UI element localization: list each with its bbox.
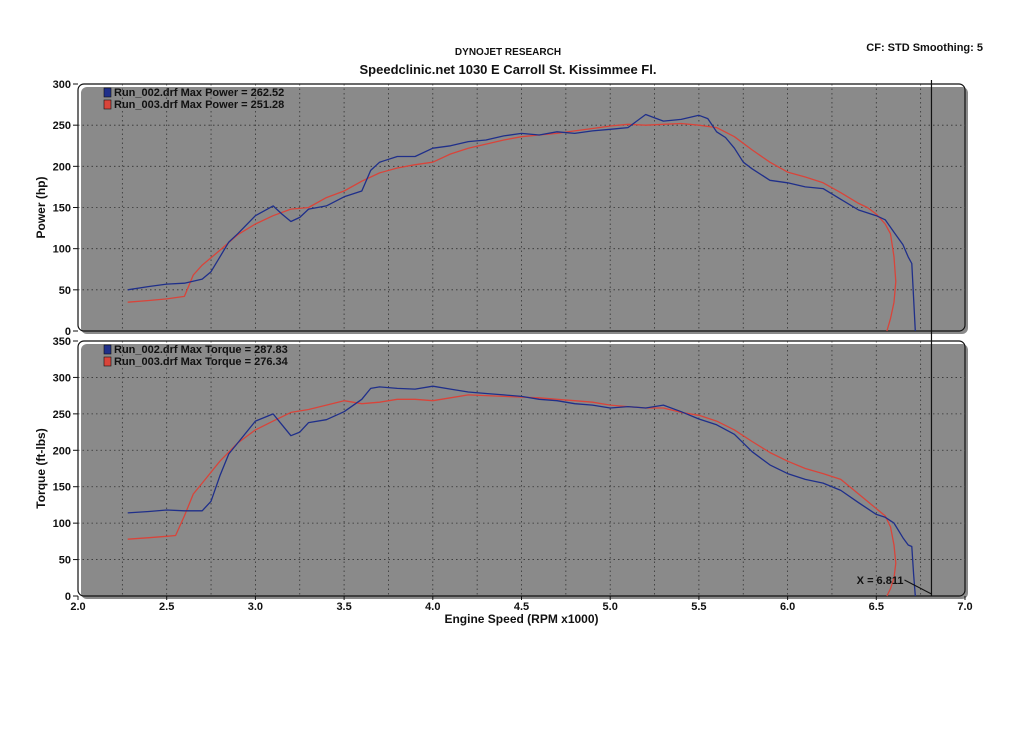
- y-tick-label: 150: [53, 203, 71, 215]
- y-tick-label: 0: [65, 326, 71, 338]
- y-tick-label: 100: [53, 244, 71, 256]
- y-tick-label: 0: [65, 591, 71, 603]
- panel-shadow: [81, 344, 968, 599]
- x-tick-label: 4.5: [514, 601, 529, 613]
- cursor-pointer: [904, 579, 932, 595]
- y-axis-title: Torque (ft-lbs): [34, 428, 48, 508]
- x-tick-label: 5.5: [691, 601, 706, 613]
- y-tick-label: 100: [53, 518, 71, 530]
- y-tick-label: 50: [59, 555, 71, 567]
- x-tick-label: 2.5: [159, 601, 174, 613]
- torque-panel: 0 50 100 150 200 250 300 350 Torque (ft-lbs) 2.0 2…: [34, 336, 973, 626]
- series-line-run-002-drf: [127, 385, 916, 597]
- x-tick-label: 7.0: [957, 601, 972, 613]
- legend-swatch: [103, 344, 112, 355]
- x-tick-label: 6.5: [869, 601, 884, 613]
- legend-swatch: [103, 87, 112, 98]
- x-axis-title: Engine Speed (RPM x1000): [444, 612, 598, 626]
- legend-swatch: [103, 356, 112, 367]
- x-tick-label: 6.0: [780, 601, 795, 613]
- y-tick-label: 200: [53, 161, 71, 173]
- y-tick-label: 300: [53, 79, 71, 91]
- legend-entry: Run_002.drf Max Power = 262.52: [114, 87, 284, 99]
- location-subtitle: Speedclinic.net 1030 E Carroll St. Kissi…: [360, 62, 657, 77]
- y-tick-label: 200: [53, 445, 71, 457]
- power-panel: 0 50 100 150 200 250 300 Power (hp) Run_002.drf …: [34, 79, 968, 338]
- series-line-run-003-drf: [127, 394, 897, 597]
- series-line-run-002-drf: [127, 113, 916, 332]
- y-tick-label: 300: [53, 372, 71, 384]
- settings-label: CF: STD Smoothing: 5: [866, 42, 983, 54]
- x-tick-label: 3.5: [336, 601, 351, 613]
- y-tick-label: 350: [53, 336, 71, 348]
- legend-entry: Run_003.drf Max Torque = 276.34: [114, 356, 289, 368]
- company-title: DYNOJET RESEARCH: [455, 47, 561, 58]
- y-axis-title: Power (hp): [34, 176, 48, 238]
- cursor-value-label: X = 6.811: [857, 575, 904, 587]
- legend-entry: Run_003.drf Max Power = 251.28: [114, 99, 284, 111]
- x-tick-label: 3.0: [248, 601, 263, 613]
- y-tick-label: 250: [53, 409, 71, 421]
- x-tick-label: 4.0: [425, 601, 440, 613]
- y-tick-label: 150: [53, 482, 71, 494]
- legend-entry: Run_002.drf Max Torque = 287.83: [114, 344, 288, 356]
- x-tick-label: 2.0: [70, 601, 85, 613]
- panel-shadow: [81, 87, 968, 334]
- y-tick-label: 250: [53, 120, 71, 132]
- legend-swatch: [103, 99, 112, 110]
- y-tick-label: 50: [59, 285, 71, 297]
- x-tick-label: 5.0: [603, 601, 618, 613]
